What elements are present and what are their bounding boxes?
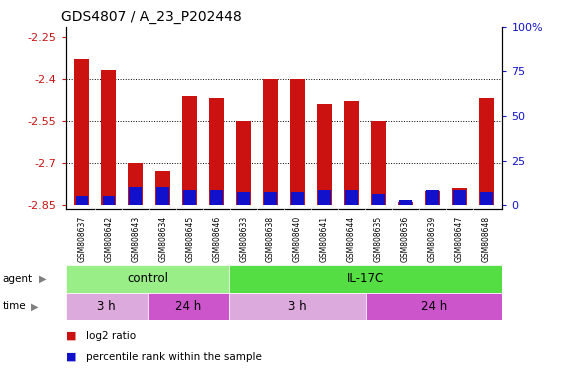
Bar [236, 121, 251, 205]
Bar [344, 101, 359, 205]
Text: GSM808638: GSM808638 [266, 216, 275, 262]
Text: GSM808634: GSM808634 [158, 216, 167, 262]
Text: GSM808633: GSM808633 [239, 216, 248, 262]
Text: GSM808647: GSM808647 [455, 216, 464, 262]
Bar [317, 104, 332, 205]
Text: percentile rank within the sample: percentile rank within the sample [86, 352, 262, 362]
Text: IL-17C: IL-17C [347, 272, 385, 285]
Text: ▶: ▶ [31, 301, 39, 311]
Text: GSM808648: GSM808648 [482, 216, 491, 262]
Bar [238, 192, 250, 205]
Text: GSM808636: GSM808636 [401, 216, 410, 262]
Text: 3 h: 3 h [288, 300, 307, 313]
Bar [452, 188, 467, 205]
Bar [426, 190, 439, 205]
Bar [230, 265, 502, 293]
Bar [75, 196, 88, 205]
Bar [291, 192, 304, 205]
Bar [209, 98, 224, 205]
Bar [74, 59, 89, 205]
Bar [425, 191, 440, 205]
Bar [264, 192, 277, 205]
Bar [147, 293, 230, 320]
Text: agent: agent [3, 274, 33, 284]
Bar [156, 187, 169, 205]
Text: GSM808642: GSM808642 [104, 216, 113, 262]
Text: ■: ■ [66, 331, 76, 341]
Text: GSM808641: GSM808641 [320, 216, 329, 262]
Text: GSM808643: GSM808643 [131, 216, 140, 262]
Text: GSM808639: GSM808639 [428, 216, 437, 262]
Bar [102, 70, 116, 205]
Bar [479, 98, 494, 205]
Bar [453, 190, 465, 205]
Bar [130, 187, 142, 205]
Text: GSM808640: GSM808640 [293, 216, 302, 262]
Bar [155, 171, 170, 205]
Bar [66, 265, 230, 293]
Bar [372, 194, 385, 205]
Bar [182, 96, 197, 205]
Bar [66, 293, 147, 320]
Bar [318, 190, 331, 205]
Text: ■: ■ [66, 352, 76, 362]
Text: GSM808644: GSM808644 [347, 216, 356, 262]
Text: GSM808635: GSM808635 [374, 216, 383, 262]
Text: GSM808646: GSM808646 [212, 216, 221, 262]
Text: log2 ratio: log2 ratio [86, 331, 136, 341]
Bar [290, 79, 305, 205]
Bar [366, 293, 502, 320]
Text: GDS4807 / A_23_P202448: GDS4807 / A_23_P202448 [61, 10, 242, 25]
Text: control: control [127, 272, 168, 285]
Bar [230, 293, 366, 320]
Text: 24 h: 24 h [421, 300, 447, 313]
Bar [183, 190, 196, 205]
Text: GSM808637: GSM808637 [77, 216, 86, 262]
Bar [398, 202, 413, 205]
Text: time: time [3, 301, 26, 311]
Text: GSM808645: GSM808645 [185, 216, 194, 262]
Bar [210, 190, 223, 205]
Bar [103, 196, 115, 205]
Bar [263, 79, 278, 205]
Bar [480, 192, 493, 205]
Text: ▶: ▶ [39, 274, 46, 284]
Text: 3 h: 3 h [97, 300, 116, 313]
Text: 24 h: 24 h [175, 300, 202, 313]
Bar [371, 121, 386, 205]
Bar [128, 163, 143, 205]
Bar [399, 200, 412, 205]
Bar [345, 190, 358, 205]
